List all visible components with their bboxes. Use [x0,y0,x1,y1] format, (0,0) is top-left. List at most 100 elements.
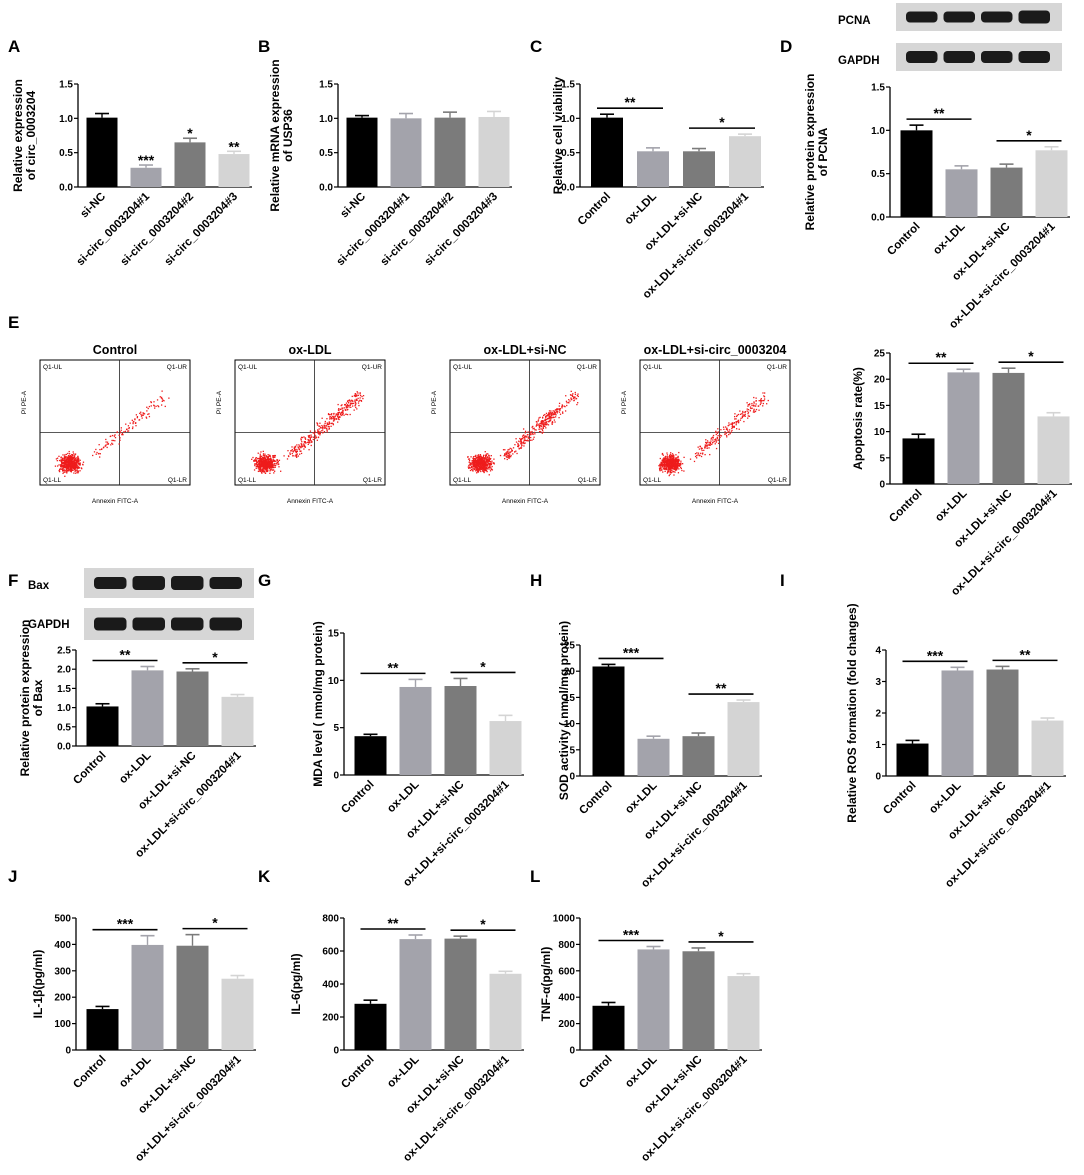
flow-x-axis-label: Annexin FITC-A [92,498,139,505]
bax-blot-band [94,577,127,589]
flow-event [265,470,267,472]
flow-event [671,462,673,464]
flow-event [477,456,479,458]
flow-event [487,453,489,455]
bar-A-4 [218,154,250,187]
flow-event [338,411,340,414]
bax-blot-band [132,576,165,590]
flow-event [755,397,757,399]
flow-event [678,465,681,467]
flow-event [545,427,547,429]
flow-event [69,468,72,471]
flow-event [487,456,489,459]
significance-stars: * [480,658,486,674]
flow-event [289,453,291,455]
flow-event [550,414,553,416]
flow-event [122,434,124,436]
flow-event [161,398,164,400]
flow-event [550,410,552,412]
flow-event [527,436,529,438]
flow-event [317,431,320,433]
y-tick-label: 1.5 [57,684,71,695]
flow-event [758,409,760,411]
flow-event [678,463,680,465]
flow-event [296,448,298,451]
flow-event [484,460,486,462]
flow-event [67,462,69,465]
flow-event [73,458,76,460]
flow-event [664,456,666,458]
flow-event [314,435,317,437]
flow-event [337,416,340,418]
flow-event [140,413,142,416]
flow-event [274,462,276,465]
flow-event [670,465,672,467]
pcna-blot-band [1018,10,1050,24]
flow-event [680,460,682,462]
flow-event [358,404,360,407]
flow-event [106,441,109,443]
bar-L-4 [727,976,760,1050]
flow-event [348,400,351,402]
flow-event [357,394,360,396]
flow-event [697,446,699,448]
bar-I-4 [1031,720,1064,776]
flow-event [124,430,127,433]
y-tick-label: 2.5 [57,646,71,657]
x-category-label: ox-LDL [933,488,969,524]
flow-event [540,422,543,424]
flow-event [64,458,66,460]
y-axis-label: of PCNA [816,127,830,176]
flow-event [96,451,98,454]
significance-stars: * [718,928,724,944]
flow-event [705,441,707,444]
flow-event [671,461,674,463]
flow-event [673,460,676,462]
flow-event [676,462,678,464]
flow-event [689,458,692,460]
flow-event [66,469,69,472]
flow-event [263,470,266,472]
flow-event [534,429,536,431]
flow-event [473,463,475,466]
flow-event [572,393,574,395]
flow-event [256,465,259,468]
flow-event [666,462,668,465]
flow-event [63,464,66,467]
flow-event [344,409,347,411]
flow-event [669,461,671,464]
flow-event [488,466,490,468]
flow-event [750,407,752,410]
flow-event [736,414,738,416]
y-axis-label: IL-6(pg/ml) [289,953,303,1014]
flow-event [319,434,321,436]
flow-event [717,431,719,433]
x-category-label: si-circ_0003204#1 [74,190,152,268]
x-category-label: Control [71,750,108,787]
flow-event [520,440,522,442]
flow-event [479,464,481,466]
flow-event [524,442,526,444]
flow-event [666,459,669,461]
flow-event [76,467,78,469]
flow-event [677,472,680,474]
y-tick-label: 0 [65,1046,71,1057]
flow-event [98,444,100,446]
flow-event [105,438,107,441]
flow-event [485,461,487,463]
flow-event [669,453,671,456]
flow-event [535,421,538,423]
flow-event [680,463,682,466]
flow-event [273,466,275,469]
flow-event [111,442,113,444]
flow-event [311,441,313,443]
flow-event [737,413,740,416]
flow-event [668,464,670,466]
flow-event [264,460,266,462]
flow-event [316,423,319,425]
flow-event [68,458,71,461]
flow-event [540,423,542,425]
flow-event [542,425,545,427]
flow-event [470,467,473,469]
flow-event [480,470,482,473]
